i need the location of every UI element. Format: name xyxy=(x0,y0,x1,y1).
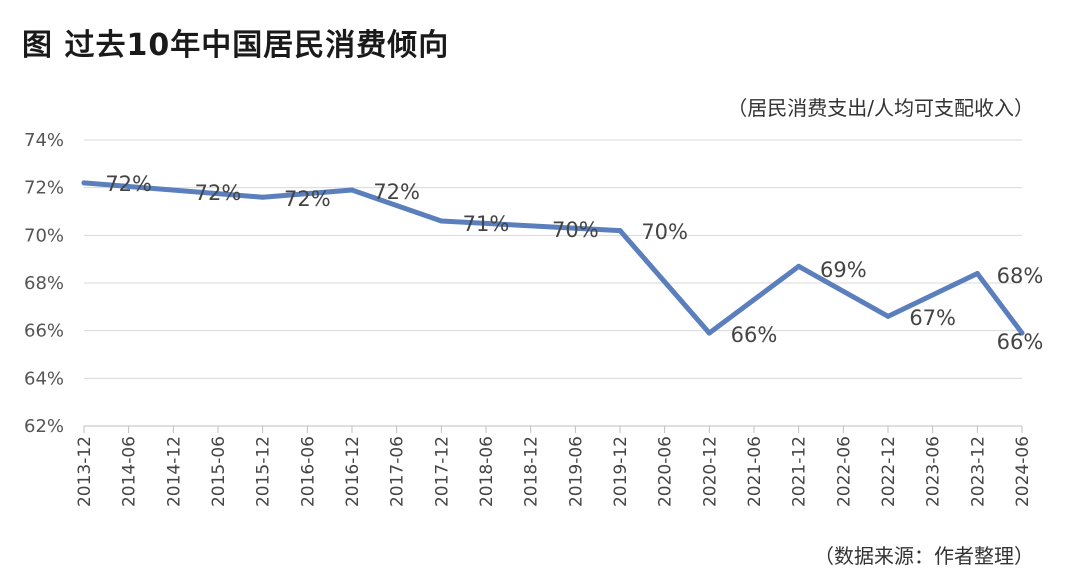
data-label: 66% xyxy=(731,323,778,347)
data-point xyxy=(1019,330,1025,336)
data-point xyxy=(81,180,87,186)
y-tick-label: 62% xyxy=(24,416,64,437)
data-label: 72% xyxy=(284,187,331,211)
x-tick-label: 2016-12 xyxy=(343,436,363,507)
data-point xyxy=(974,270,980,276)
x-tick-label: 2020-06 xyxy=(656,436,676,507)
data-label: 68% xyxy=(997,264,1044,288)
data-label: 70% xyxy=(552,218,599,242)
y-tick-label: 72% xyxy=(24,178,64,199)
y-tick-label: 64% xyxy=(24,368,64,389)
x-tick-label: 2013-12 xyxy=(75,436,95,507)
y-tick-label: 74% xyxy=(24,130,64,151)
data-point xyxy=(260,194,266,200)
data-point xyxy=(796,263,802,269)
x-tick-label: 2018-06 xyxy=(477,436,497,507)
data-label: 70% xyxy=(641,220,688,244)
x-tick-label: 2017-12 xyxy=(432,436,452,507)
series-line xyxy=(81,180,1025,336)
data-label: 66% xyxy=(997,330,1044,354)
x-tick-label: 2019-06 xyxy=(566,436,586,507)
x-tick-label: 2023-06 xyxy=(924,436,944,507)
x-tick-label: 2022-12 xyxy=(879,436,899,507)
source-note: （数据来源：作者整理） xyxy=(814,544,1034,568)
data-point xyxy=(706,330,712,336)
x-tick-label: 2023-12 xyxy=(968,436,988,507)
data-point xyxy=(885,313,891,319)
x-tick-label: 2016-06 xyxy=(298,436,318,507)
x-tick-label: 2014-12 xyxy=(164,436,184,507)
chart-title: 图 过去10年中国居民消费倾向 xyxy=(22,28,450,63)
data-label: 72% xyxy=(373,180,420,204)
x-tick-label: 2015-12 xyxy=(254,436,274,507)
data-label: 67% xyxy=(909,306,956,330)
data-label: 72% xyxy=(105,172,152,196)
y-tick-label: 68% xyxy=(24,273,64,294)
data-label: 69% xyxy=(820,258,867,282)
unit-note: （居民消费支出/人均可支配收入） xyxy=(727,96,1034,120)
data-point xyxy=(438,218,444,224)
x-tick-label: 2018-12 xyxy=(522,436,542,507)
data-label: 71% xyxy=(463,212,510,236)
x-tick-label: 2020-12 xyxy=(700,436,720,507)
x-tick-label: 2022-06 xyxy=(834,436,854,507)
x-tick-label: 2014-06 xyxy=(120,436,140,507)
data-label: 72% xyxy=(195,181,242,205)
data-point xyxy=(617,228,623,234)
x-tick-label: 2021-12 xyxy=(790,436,810,507)
x-tick-label: 2019-12 xyxy=(611,436,631,507)
x-tick-label: 2017-06 xyxy=(388,436,408,507)
x-tick-label: 2021-06 xyxy=(745,436,765,507)
y-tick-label: 66% xyxy=(24,321,64,342)
data-point xyxy=(349,187,355,193)
y-tick-label: 70% xyxy=(24,225,64,246)
x-tick-label: 2024-06 xyxy=(1013,436,1033,507)
x-tick-label: 2015-06 xyxy=(209,436,229,507)
